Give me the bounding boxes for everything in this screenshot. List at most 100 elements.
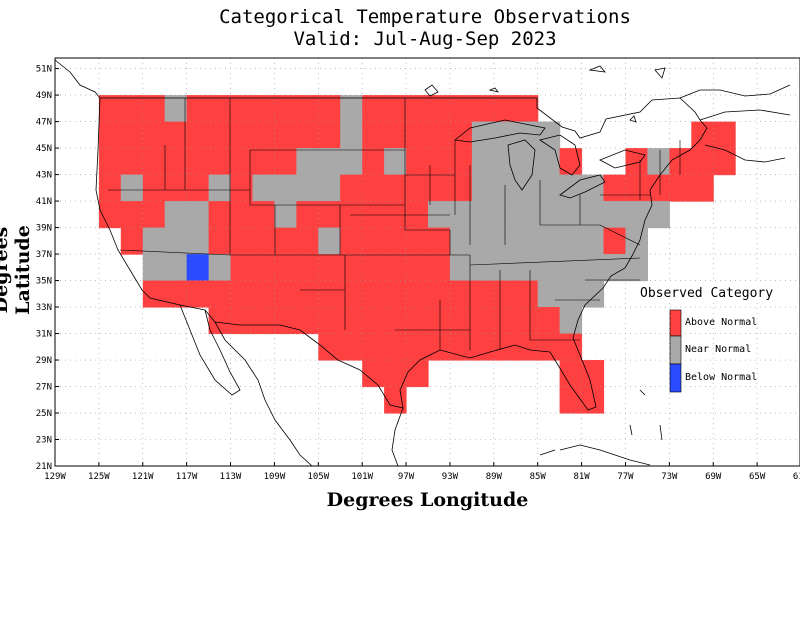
grid-cell <box>537 174 561 202</box>
grid-cell <box>164 95 188 123</box>
y-axis-ticks: 21N 23N 25N 27N 29N 31N 33N 35N 37N 39N 41N 43N 45N 4… <box>36 65 59 472</box>
grid-cell <box>230 280 253 308</box>
grid-cell <box>318 174 341 202</box>
grid-cell <box>98 148 122 176</box>
grid-cell <box>186 201 210 229</box>
grid-cell <box>318 333 341 361</box>
grid-cell <box>493 280 517 308</box>
y-tick-label: 35N <box>36 277 52 287</box>
grid-cell <box>515 201 539 229</box>
grid-cell <box>252 95 275 123</box>
grid-cell <box>318 95 341 123</box>
grid-cell <box>340 333 363 361</box>
grid-cell <box>449 227 473 255</box>
grid-cell <box>428 333 451 361</box>
grid-cell <box>362 121 385 149</box>
grid-cell <box>230 148 253 176</box>
x-tick-label: 89W <box>486 472 503 482</box>
grid-cell <box>559 254 583 282</box>
grid-cell <box>428 148 451 176</box>
grid-cell <box>208 201 232 229</box>
grid-cell <box>471 254 495 282</box>
grid-cell <box>186 95 210 123</box>
grid-cell <box>406 174 429 202</box>
grid-cell <box>537 307 561 335</box>
grid-cell <box>340 174 363 202</box>
grid-cell <box>318 280 341 308</box>
grid-cell <box>340 201 363 229</box>
y-tick-label: 27N <box>36 383 52 393</box>
grid-cell <box>406 148 429 176</box>
grid-cell <box>274 95 297 123</box>
x-tick-label: 117W <box>176 472 198 482</box>
grid-cell <box>230 227 253 255</box>
grid-cell <box>669 174 692 202</box>
grid-cell <box>384 333 407 361</box>
grid-cell <box>120 201 144 229</box>
grid-cell <box>142 121 166 149</box>
grid-cell <box>120 227 144 255</box>
canada-coast <box>54 59 791 163</box>
grid-cell <box>208 227 232 255</box>
grid-cell <box>120 121 144 149</box>
x-tick-label: 77W <box>617 472 634 482</box>
grid-cell <box>449 254 473 282</box>
grid-cell <box>186 227 210 255</box>
grid-cell <box>559 360 583 388</box>
grid-cell <box>406 201 429 229</box>
geographic-boundaries <box>54 59 791 467</box>
grid-cell <box>581 254 605 282</box>
grid-cell <box>230 121 253 149</box>
grid-cell <box>362 280 385 308</box>
grid-cell <box>559 227 583 255</box>
grid-cell <box>515 254 539 282</box>
grid-cell <box>120 174 144 202</box>
y-tick-label: 37N <box>36 250 52 260</box>
x-tick-label: 93W <box>442 472 459 482</box>
grid-cell <box>340 121 363 149</box>
grid-cell <box>449 95 473 123</box>
x-tick-label: 105W <box>307 472 329 482</box>
grid-cell <box>493 333 517 361</box>
grid-cell <box>625 174 648 202</box>
grid-cell <box>164 174 188 202</box>
grid-cell <box>362 201 385 229</box>
grid-cell <box>384 201 407 229</box>
grid-cell <box>559 386 583 414</box>
grid-cell <box>142 280 166 308</box>
grid-cell <box>362 174 385 202</box>
grid-cell <box>625 148 648 176</box>
grid-cell <box>252 227 275 255</box>
grid-cell <box>515 227 539 255</box>
grid-cell <box>625 227 648 255</box>
y-tick-label: 45N <box>36 144 52 154</box>
legend-swatch-near <box>669 335 682 365</box>
grid-cell <box>647 148 670 176</box>
grid-cell <box>515 333 539 361</box>
grid-cell <box>493 254 517 282</box>
grid-cell <box>252 307 275 335</box>
grid-cell <box>537 280 561 308</box>
grid-cell <box>186 148 210 176</box>
grid-cell <box>449 148 473 176</box>
grid-cell <box>471 148 495 176</box>
x-tick-label: 129W <box>44 472 66 482</box>
grid-cell <box>449 280 473 308</box>
grid-cell <box>625 201 648 229</box>
grid-cell <box>471 333 495 361</box>
grid-cell <box>318 201 341 229</box>
grid-cell <box>362 307 385 335</box>
grid-cell <box>559 307 583 335</box>
grid-cell <box>274 307 297 335</box>
grid-cell <box>98 174 122 202</box>
state-boundaries <box>108 98 681 350</box>
grid-cell <box>471 121 495 149</box>
y-tick-label: 49N <box>36 91 52 101</box>
grid-cell <box>603 254 626 282</box>
x-tick-label: 113W <box>220 472 242 482</box>
y-tick-label: 51N <box>36 65 52 75</box>
y-tick-label: 47N <box>36 118 52 128</box>
grid-cell <box>186 280 210 308</box>
grid-cell <box>471 201 495 229</box>
